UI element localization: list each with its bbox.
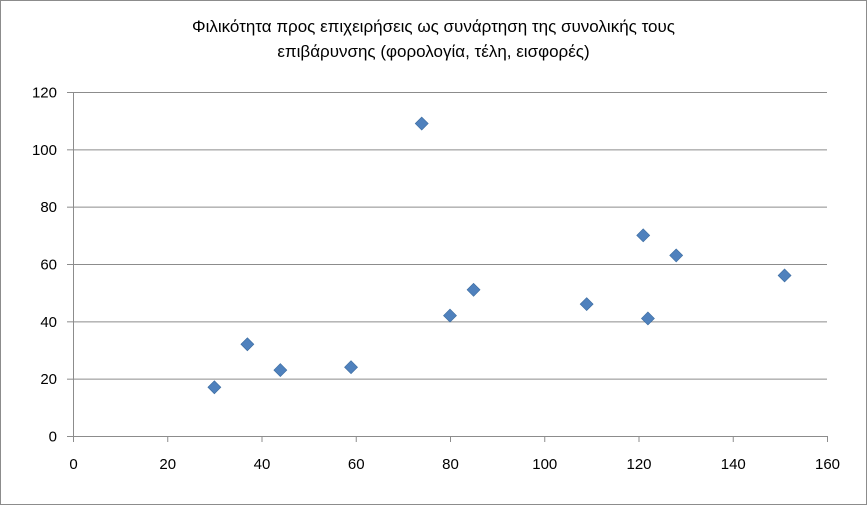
- x-axis-ticks: 0 20 40 60 80 100 120 140 160: [69, 436, 840, 473]
- x-tick-label: 0: [69, 456, 77, 473]
- data-point: [636, 228, 651, 243]
- gridlines: [73, 92, 827, 380]
- data-point: [240, 337, 255, 352]
- data-points: [207, 116, 792, 395]
- y-tick-label: 60: [40, 257, 57, 274]
- data-point: [641, 311, 655, 326]
- x-tick-label: 40: [254, 456, 271, 473]
- x-tick-label: 60: [348, 456, 365, 473]
- axes: [67, 92, 827, 442]
- data-point: [443, 308, 457, 323]
- data-point: [579, 297, 594, 312]
- y-tick-label: 40: [40, 314, 57, 331]
- x-tick-label: 140: [721, 456, 746, 473]
- y-tick-label: 120: [32, 85, 57, 102]
- chart-title: Φιλικότητα προς επιχειρήσεις ως συνάρτησ…: [0, 14, 867, 64]
- data-point: [669, 248, 684, 263]
- y-axis-ticks: 0 20 40 60 80 100 120: [32, 85, 73, 446]
- data-point: [207, 380, 222, 395]
- data-point: [414, 116, 429, 131]
- y-tick-label: 20: [40, 371, 57, 388]
- x-tick-label: 160: [815, 456, 840, 473]
- x-tick-label: 80: [442, 456, 459, 473]
- y-tick-label: 80: [40, 199, 57, 216]
- x-tick-label: 20: [159, 456, 176, 473]
- data-point: [273, 363, 288, 377]
- data-point: [466, 282, 481, 297]
- data-point: [777, 268, 792, 283]
- y-tick-label: 0: [49, 429, 57, 446]
- chart-title-line-1: Φιλικότητα προς επιχειρήσεις ως συνάρτησ…: [192, 17, 675, 36]
- x-tick-label: 100: [532, 456, 557, 473]
- chart-title-line-2: επιβάρυνσης (φορολογία, τέλη, εισφορές): [277, 42, 590, 61]
- y-tick-label: 100: [32, 142, 57, 159]
- x-tick-label: 120: [626, 456, 651, 473]
- data-point: [344, 360, 358, 375]
